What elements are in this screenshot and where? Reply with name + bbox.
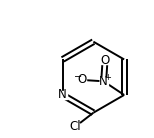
Text: N: N: [58, 88, 67, 101]
Text: +: +: [104, 73, 111, 82]
Bar: [100, 78, 108, 85]
Text: −: −: [74, 72, 82, 82]
Text: N: N: [99, 75, 108, 88]
Text: O: O: [77, 73, 86, 86]
Bar: [78, 76, 86, 83]
Bar: [59, 91, 67, 99]
Bar: [69, 123, 79, 130]
Bar: [101, 57, 109, 64]
Text: Cl: Cl: [70, 120, 81, 133]
Text: O: O: [100, 54, 110, 67]
